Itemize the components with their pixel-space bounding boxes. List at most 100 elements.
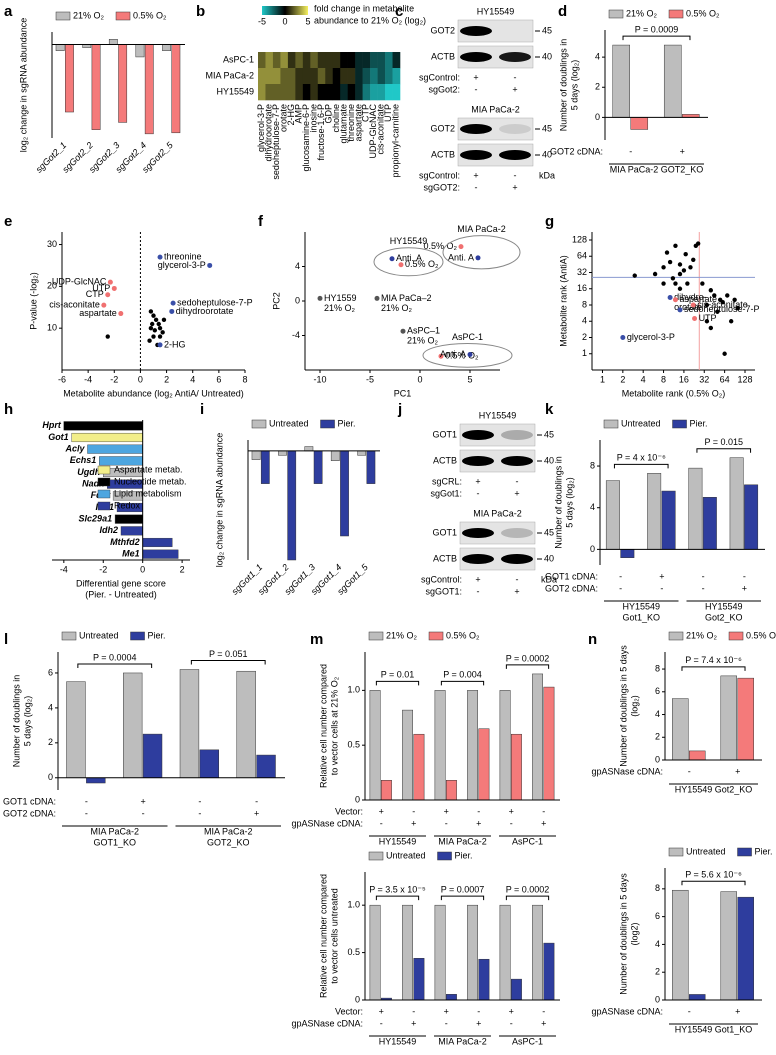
axis-label: Relative cell number compared [318,874,328,998]
blot-strip [457,45,534,69]
y-tick-label: -4 [292,330,300,340]
category-label: Hprt [42,420,61,430]
axis-label: Metabolite rank (AntiA) [558,255,568,347]
group-label: HY15549 [390,236,428,246]
bar [313,450,323,484]
point [704,319,710,324]
point [677,286,683,291]
heat-cell [280,68,289,85]
row-value: + [411,818,416,828]
bar [179,669,200,779]
point [677,262,683,267]
column-label: threonine [346,104,356,142]
heat-cell [377,84,386,101]
x-tick-label: -6 [58,374,66,384]
y-tick-label: 30 [47,239,57,249]
blot-strip [459,547,536,571]
column-label: fructose-1,6-P [316,104,326,161]
legend-swatch [668,631,684,641]
heat-cell [385,52,393,69]
blot-strip [459,449,536,473]
y-tick-label: 8 [582,299,587,309]
band [460,150,492,160]
row-value: + [541,1018,546,1028]
row-label: sgGOT1: [425,586,462,596]
axis-label: Number of doublings in 5 days [618,873,628,995]
group-label: MIA PaCa-2 [90,826,139,836]
column-label: dihydroorotate [264,104,274,162]
legend-label: Untreated [686,846,726,856]
y-tick-label: 4 [582,316,587,326]
axis-label: (log2) [629,922,639,945]
row-value: - [198,796,201,806]
y-tick-label: 1 [582,348,587,358]
group-label: AsPC-1 [452,332,483,342]
row-value: - [702,583,705,593]
legend-swatch [97,489,111,499]
axis-label: Relative cell number compared [318,664,328,788]
legend-swatch [368,851,384,861]
point [170,300,176,306]
point [105,292,111,298]
p-value: P = 0.0004 [93,652,137,662]
point [688,265,693,270]
row-value: - [702,571,705,581]
point [725,293,730,298]
p-bracket [77,663,153,668]
point-label: orotate [674,302,702,312]
bar [278,450,287,456]
bar [55,44,65,51]
p-value: P = 0.051 [209,649,248,659]
point [695,241,701,246]
p-value: P = 7.4 x 10⁻⁶ [685,655,742,665]
blot-strip [457,117,534,141]
category-label: Nadk [82,479,105,489]
panel-letter: g [545,213,554,230]
heat-cell [325,52,334,69]
point [673,243,678,248]
marker-label: 45 [542,25,552,35]
group-ellipse [373,247,444,277]
bar [663,44,682,118]
bar [672,698,689,761]
y-tick-label: 1.0 [347,685,360,695]
row-value: + [473,170,478,180]
heat-cell [310,52,319,69]
colorbar-title: abundance to 21% O₂ (log₂) [314,15,426,25]
heat-cell [310,84,319,101]
heat-cell [332,84,341,101]
x-tick-label: 4 [190,374,195,384]
heat-cell [325,68,334,85]
heat-cell [355,68,363,85]
point-label: cis-aconitate [49,300,100,310]
axis-label: PC2 [271,292,281,310]
marker-label: 45 [544,527,554,537]
point [732,297,737,302]
point [620,334,626,340]
bar [162,44,171,51]
p-value: P = 0.004 [443,670,482,680]
bar [120,526,143,536]
y-tick-label: 2 [48,737,53,747]
bar [251,450,261,460]
bar [330,450,340,461]
row-value: + [475,574,480,584]
point [673,281,678,286]
legend-swatch [428,631,444,641]
heat-cell [287,68,296,85]
x-tick-label: -4 [84,374,92,384]
x-tick-label: 5 [467,374,472,384]
y-tick-label: 0 [355,994,360,1004]
row-value: + [379,1006,384,1016]
heat-cell [332,52,341,69]
bar [340,450,349,537]
bar [434,690,446,801]
p-bracket [505,664,550,669]
bar [199,749,219,779]
heat-cell [325,84,334,101]
bar [543,686,555,801]
bar [744,484,759,550]
point [151,313,156,318]
heat-cell [347,68,356,85]
row-label: gpASNase cDNA: [291,818,363,828]
